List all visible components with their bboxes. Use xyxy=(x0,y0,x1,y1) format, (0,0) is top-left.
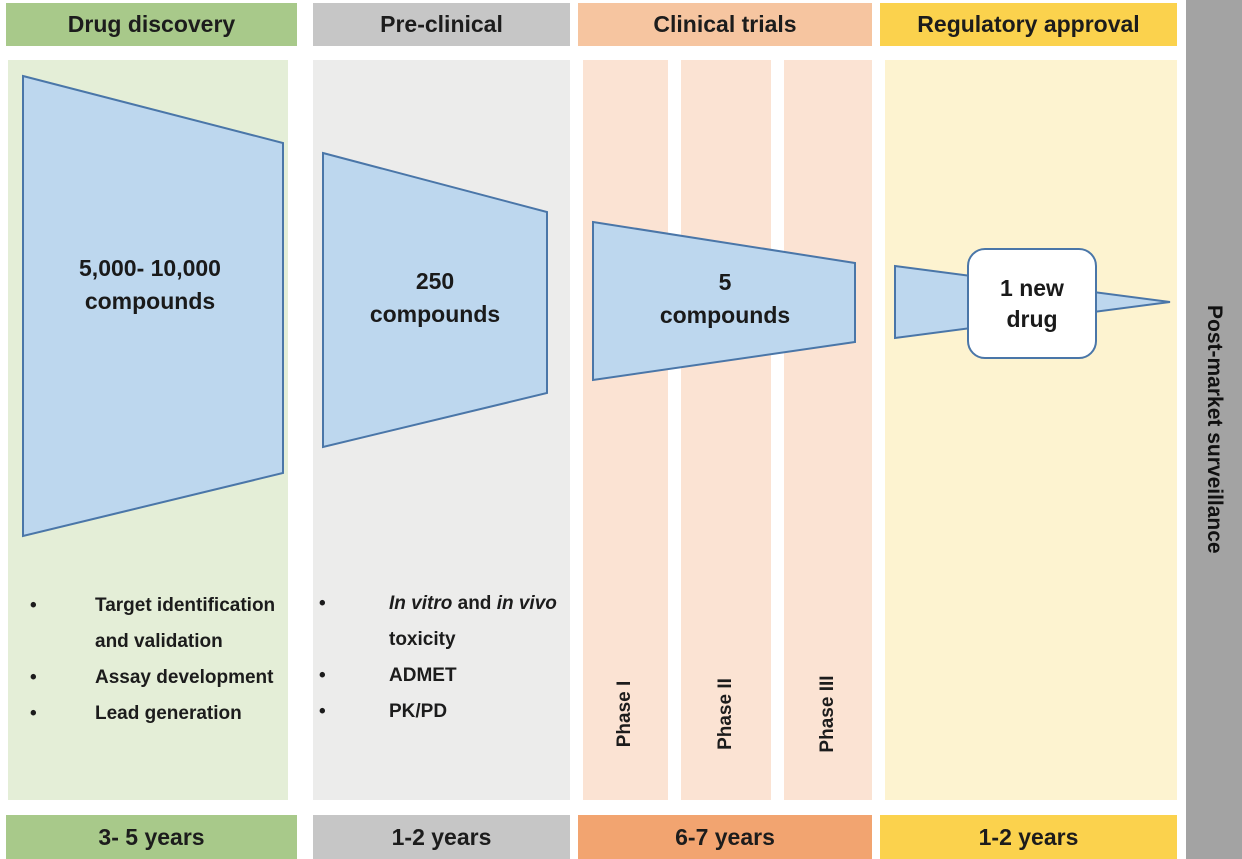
stage-header-drug-discovery: Drug discovery xyxy=(6,3,297,46)
list-item: • In vitro and in vivo toxicity xyxy=(313,586,570,658)
list-item: • PK/PD xyxy=(313,694,570,730)
duration-bar-regulatory-approval: 1-2 years xyxy=(880,815,1177,859)
duration-bar-drug-discovery: 3- 5 years xyxy=(6,815,297,859)
duration-label: 6-7 years xyxy=(675,823,775,850)
compound-count-unit: compounds xyxy=(84,288,216,314)
duration-label: 1-2 years xyxy=(978,823,1079,850)
bullet-icon: • xyxy=(319,593,326,614)
duration-label: 3- 5 years xyxy=(98,823,205,850)
new-drug-line2: drug xyxy=(1006,305,1058,332)
phase-label-phase-2: Phase II xyxy=(715,678,736,750)
bullet-text-segment: and xyxy=(452,593,497,614)
stage-body-regulatory-approval xyxy=(885,60,1177,800)
bullet-text: Target identification and validation xyxy=(95,595,276,652)
bullet-text: Assay development xyxy=(95,667,274,688)
duration-bar-clinical-trials: 6-7 years xyxy=(578,815,872,859)
compound-count-unit: compounds xyxy=(369,301,501,327)
list-item: • Lead generation xyxy=(8,696,288,732)
duration-bar-pre-clinical: 1-2 years xyxy=(313,815,570,859)
funnel-label-pre-clinical: 250 compounds xyxy=(330,265,540,331)
stage-header-label: Pre-clinical xyxy=(380,11,503,37)
phase-1-column xyxy=(583,60,668,800)
compound-count: 5 xyxy=(718,269,732,295)
list-item: • ADMET xyxy=(313,658,570,694)
bullet-icon: • xyxy=(319,665,326,686)
pre-clinical-bullet-list: • In vitro and in vivo toxicity • ADMET … xyxy=(313,586,570,730)
stage-header-regulatory-approval: Regulatory approval xyxy=(880,3,1177,46)
stage-header-label: Clinical trials xyxy=(653,11,797,37)
stage-header-clinical-trials: Clinical trials xyxy=(578,3,872,46)
bullet-text: PK/PD xyxy=(389,701,448,722)
bullet-text: ADMET xyxy=(389,665,457,686)
italic-term: in vivo xyxy=(496,593,557,614)
bullet-icon: • xyxy=(30,667,37,688)
drug-discovery-bullet-list: • Target identification and validation •… xyxy=(8,588,288,732)
bullet-text: Lead generation xyxy=(95,703,242,724)
bullet-icon: • xyxy=(30,595,37,616)
duration-label: 1-2 years xyxy=(391,823,492,850)
bullet-text-segment: toxicity xyxy=(389,629,456,650)
phase-label-phase-3: Phase III xyxy=(817,675,838,753)
italic-term: In vitro xyxy=(389,593,453,614)
new-drug-box: 1 new drug xyxy=(967,248,1097,359)
compound-count-unit: compounds xyxy=(659,302,791,328)
funnel-label-clinical-trials: 5 compounds xyxy=(600,266,850,332)
compound-count: 250 xyxy=(415,268,455,294)
post-market-surveillance-label: Post-market surveillance xyxy=(1203,305,1226,554)
new-drug-line1: 1 new xyxy=(1000,274,1064,301)
stage-header-label: Drug discovery xyxy=(67,11,236,37)
bullet-text: In vitro and in vivo toxicity xyxy=(389,586,569,658)
phase-2-column xyxy=(681,60,771,800)
funnel-label-drug-discovery: 5,000- 10,000 compounds xyxy=(40,252,260,318)
list-item: • Assay development xyxy=(8,660,288,696)
phase-3-column xyxy=(784,60,872,800)
list-item: • Target identification and validation xyxy=(8,588,288,660)
phase-label-phase-1: Phase I xyxy=(614,680,635,748)
bullet-icon: • xyxy=(319,701,326,722)
stage-header-pre-clinical: Pre-clinical xyxy=(313,3,570,46)
stage-header-label: Regulatory approval xyxy=(917,11,1140,37)
post-market-surveillance-bar: Post-market surveillance xyxy=(1186,0,1242,859)
compound-count: 5,000- 10,000 xyxy=(79,255,221,281)
bullet-icon: • xyxy=(30,703,37,724)
